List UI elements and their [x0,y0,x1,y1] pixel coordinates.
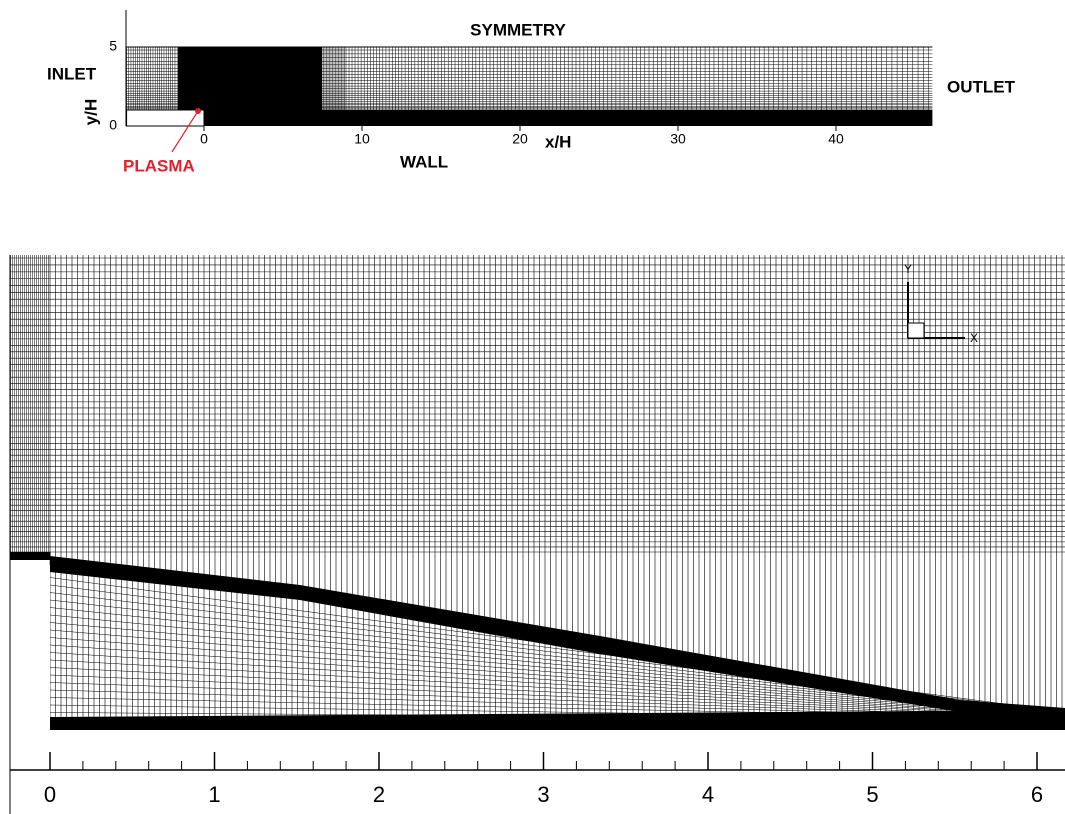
x-tick-label: 6 [1031,782,1043,807]
inlet-label: INLET [47,64,97,83]
x-axis-title: x/H [545,132,571,151]
y-axis-title: y/H [81,99,100,125]
x-tick-label: 4 [702,782,714,807]
plasma-marker [195,108,201,114]
wall-layer [50,710,1065,730]
triad-box [908,323,924,338]
mesh-line [50,645,1065,716]
x-tick-label: 3 [537,782,549,807]
shear-layer [50,556,1065,714]
mesh-dense [204,110,932,126]
plasma-label: PLASMA [123,156,195,175]
x-tick-label: 0 [200,131,208,147]
mesh-line [50,653,1065,717]
x-tick-label: 5 [866,782,878,807]
mesh-dense [11,552,51,560]
y-tick-label: 5 [109,38,117,54]
x-tick-label: 2 [373,782,385,807]
triad-x-label: X [970,331,978,345]
y-tick-label: 0 [109,117,117,133]
step [11,565,50,740]
step [127,110,204,126]
wall-label: WALL [400,152,448,171]
x-tick-label: 10 [354,131,370,147]
x-tick-label: 20 [512,131,528,147]
mesh [11,47,1065,740]
symmetry-label: SYMMETRY [470,20,566,39]
x-tick-label: 40 [828,131,844,147]
figure: SYMMETRY INLET OUTLET WALL PLASMA x/H y/… [0,0,1065,814]
x-tick-label: 1 [208,782,220,807]
x-tick-label: 0 [44,782,56,807]
outlet-label: OUTLET [947,77,1016,96]
x-tick-label: 30 [670,131,686,147]
triad-y-label: Y [904,262,912,276]
